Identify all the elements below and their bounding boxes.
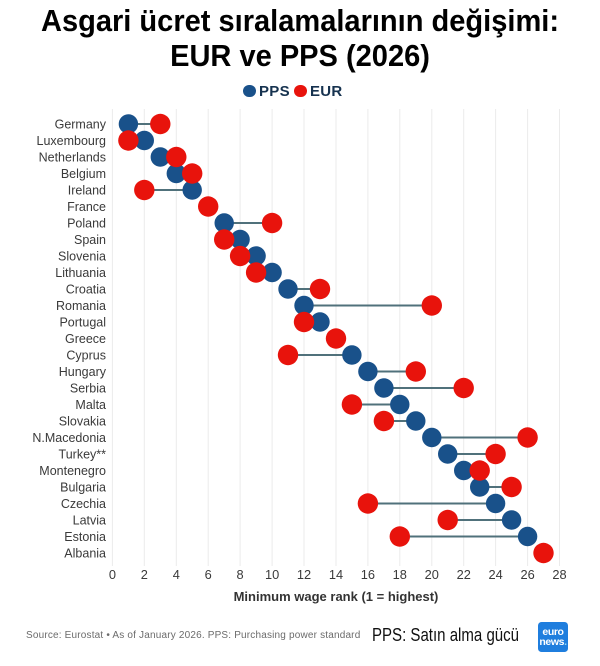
svg-text:Spain: Spain xyxy=(74,233,106,247)
svg-text:22: 22 xyxy=(457,567,471,582)
svg-text:Montenegro: Montenegro xyxy=(39,464,106,478)
svg-text:14: 14 xyxy=(329,567,343,582)
svg-text:0: 0 xyxy=(109,567,116,582)
svg-text:Netherlands: Netherlands xyxy=(39,151,106,165)
svg-text:Romania: Romania xyxy=(56,299,106,313)
svg-text:France: France xyxy=(67,200,106,214)
svg-text:10: 10 xyxy=(265,567,279,582)
svg-text:26: 26 xyxy=(520,567,534,582)
svg-text:4: 4 xyxy=(173,567,180,582)
svg-text:Latvia: Latvia xyxy=(73,514,106,528)
svg-text:12: 12 xyxy=(297,567,311,582)
svg-text:Serbia: Serbia xyxy=(70,382,106,396)
svg-text:Luxembourg: Luxembourg xyxy=(37,134,107,148)
svg-text:Hungary: Hungary xyxy=(59,365,107,379)
svg-text:Malta: Malta xyxy=(75,398,106,412)
svg-text:Czechia: Czechia xyxy=(61,497,106,511)
svg-text:Ireland: Ireland xyxy=(68,184,106,198)
svg-text:Germany: Germany xyxy=(55,118,107,132)
svg-text:Poland: Poland xyxy=(67,217,106,231)
svg-text:2: 2 xyxy=(141,567,148,582)
svg-text:Slovenia: Slovenia xyxy=(58,250,106,264)
svg-text:Albania: Albania xyxy=(64,547,106,561)
svg-text:Greece: Greece xyxy=(65,332,106,346)
svg-text:24: 24 xyxy=(488,567,502,582)
svg-text:6: 6 xyxy=(205,567,212,582)
svg-text:Estonia: Estonia xyxy=(64,530,106,544)
svg-text:Slovakia: Slovakia xyxy=(59,415,106,429)
svg-text:Bulgaria: Bulgaria xyxy=(60,481,106,495)
svg-text:Portugal: Portugal xyxy=(59,316,106,330)
svg-text:18: 18 xyxy=(393,567,407,582)
svg-text:20: 20 xyxy=(425,567,439,582)
svg-text:28: 28 xyxy=(552,567,566,582)
svg-text:Belgium: Belgium xyxy=(61,167,106,181)
svg-text:8: 8 xyxy=(237,567,244,582)
svg-text:16: 16 xyxy=(361,567,375,582)
svg-text:Minimum wage rank (1 = highest: Minimum wage rank (1 = highest) xyxy=(234,589,439,604)
svg-text:Cyprus: Cyprus xyxy=(66,349,106,363)
svg-text:Lithuania: Lithuania xyxy=(55,266,106,280)
svg-text:N.Macedonia: N.Macedonia xyxy=(32,431,106,445)
svg-text:Croatia: Croatia xyxy=(66,283,106,297)
svg-text:Turkey**: Turkey** xyxy=(59,448,107,462)
